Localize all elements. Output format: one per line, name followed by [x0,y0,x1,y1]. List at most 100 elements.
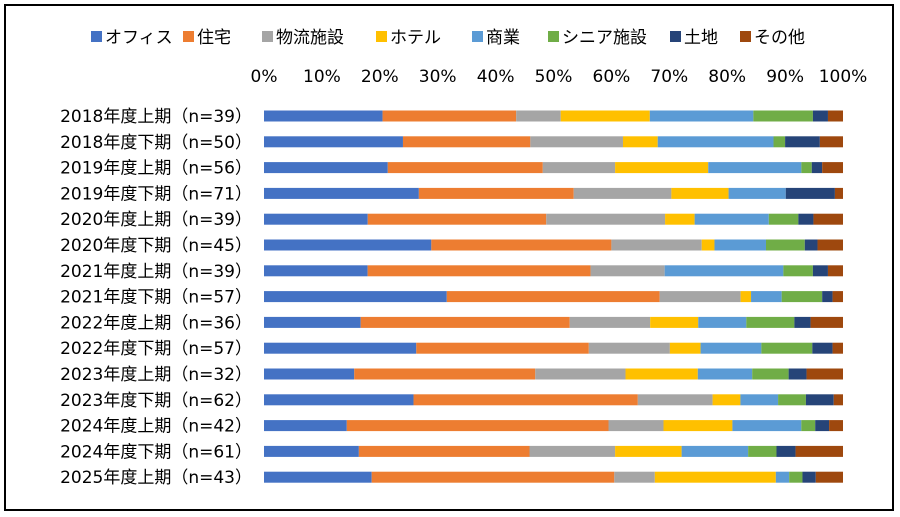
bar-segment [622,136,658,148]
legend-label: 土地 [684,28,718,48]
bar-segment [360,316,570,328]
bar-segment [637,394,713,406]
bar-segment [761,342,813,354]
bar-segment [698,316,747,328]
bar-segment [794,316,811,328]
category-label: 2024年度上期（n=42） [60,417,252,437]
bar-segment [834,187,843,199]
bar-segment [832,342,843,354]
bar-segment [827,110,843,122]
legend-label: 住宅 [197,28,231,48]
bar-segment [264,136,403,148]
bar-segment [829,420,843,432]
bar-segment [773,136,786,148]
x-tick-label: 80% [708,67,746,87]
bar-segment [264,162,388,174]
bar-segment [669,342,701,354]
bar-segment [614,471,655,483]
bar-segment [615,445,682,457]
bar-segment [781,291,823,303]
x-tick-label: 60% [593,67,631,87]
bar-segment [264,420,347,432]
bar-segment [546,213,666,225]
bar-segment [785,187,835,199]
bar-segment [812,110,828,122]
bar-segment [822,162,843,174]
bar-segment [805,394,834,406]
bar-segment [529,445,616,457]
bar-segment [813,213,843,225]
bar-segment [788,368,807,380]
category-label: 2020年度上期（n=39） [60,210,252,230]
bar-segment [712,394,741,406]
legend-swatch [548,31,559,42]
bar-segment [358,445,530,457]
bar-segment [264,445,359,457]
bar-segment [804,239,818,251]
bar-segment [367,213,547,225]
bars [264,110,843,483]
bar-segment [346,420,609,432]
category-label: 2019年度下期（n=71） [60,184,252,204]
bar-segment [832,291,843,303]
bar-segment [748,445,777,457]
legend: オフィス 住宅 物流施設 ホテル 商業 シニア施設 土地 その他 [91,28,805,48]
bar-segment [264,291,447,303]
bar-segment [530,136,623,148]
bar-segment [785,136,820,148]
bar-segment [367,265,591,277]
bar-segment [654,471,776,483]
bar-segment [516,110,561,122]
bar-segment [740,291,752,303]
legend-swatch [472,31,483,42]
bar-segment [264,187,419,199]
bar-segment [446,291,660,303]
bar-segment [768,213,799,225]
bar-segment [611,239,702,251]
category-label: 2024年度下期（n=61） [60,442,252,462]
bar-segment [371,471,615,483]
x-tick-label: 70% [650,67,688,87]
bar-segment [382,110,517,122]
bar-segment [264,239,432,251]
bar-segment [264,110,383,122]
bar-segment [751,291,782,303]
bar-segment [833,394,843,406]
category-label: 2022年度上期（n=36） [60,313,252,333]
bar-segment [671,187,729,199]
bar-segment [560,110,650,122]
category-label: 2020年度下期（n=45） [60,236,252,256]
legend-swatch [262,31,273,42]
x-tick-label: 40% [477,67,515,87]
bar-segment [753,110,813,122]
bar-segment [827,265,843,277]
bar-segment [649,110,754,122]
bar-segment [728,187,786,199]
legend-label: ホテル [390,28,441,48]
bar-segment [708,162,802,174]
legend-label: 物流施設 [276,28,344,48]
x-tick-label: 10% [303,67,341,87]
category-label: 2021年度上期（n=39） [60,262,252,282]
bar-segment [801,420,816,432]
bar-segment [812,342,833,354]
bar-segment [665,213,695,225]
bar-segment [590,265,665,277]
bar-segment [413,394,638,406]
bar-segment [775,471,790,483]
bar-segment [694,213,769,225]
bar-segment [264,471,372,483]
bar-segment [822,291,833,303]
bar-segment [650,316,699,328]
legend-label: その他 [754,28,805,48]
bar-segment [798,213,814,225]
bar-segment [815,471,843,483]
legend-swatch [91,31,102,42]
bar-segment [681,445,749,457]
category-label: 2018年度下期（n=50） [60,133,252,153]
bar-segment [416,342,589,354]
bar-segment [588,342,670,354]
bar-segment [789,471,803,483]
category-label: 2018年度上期（n=39） [60,107,252,127]
